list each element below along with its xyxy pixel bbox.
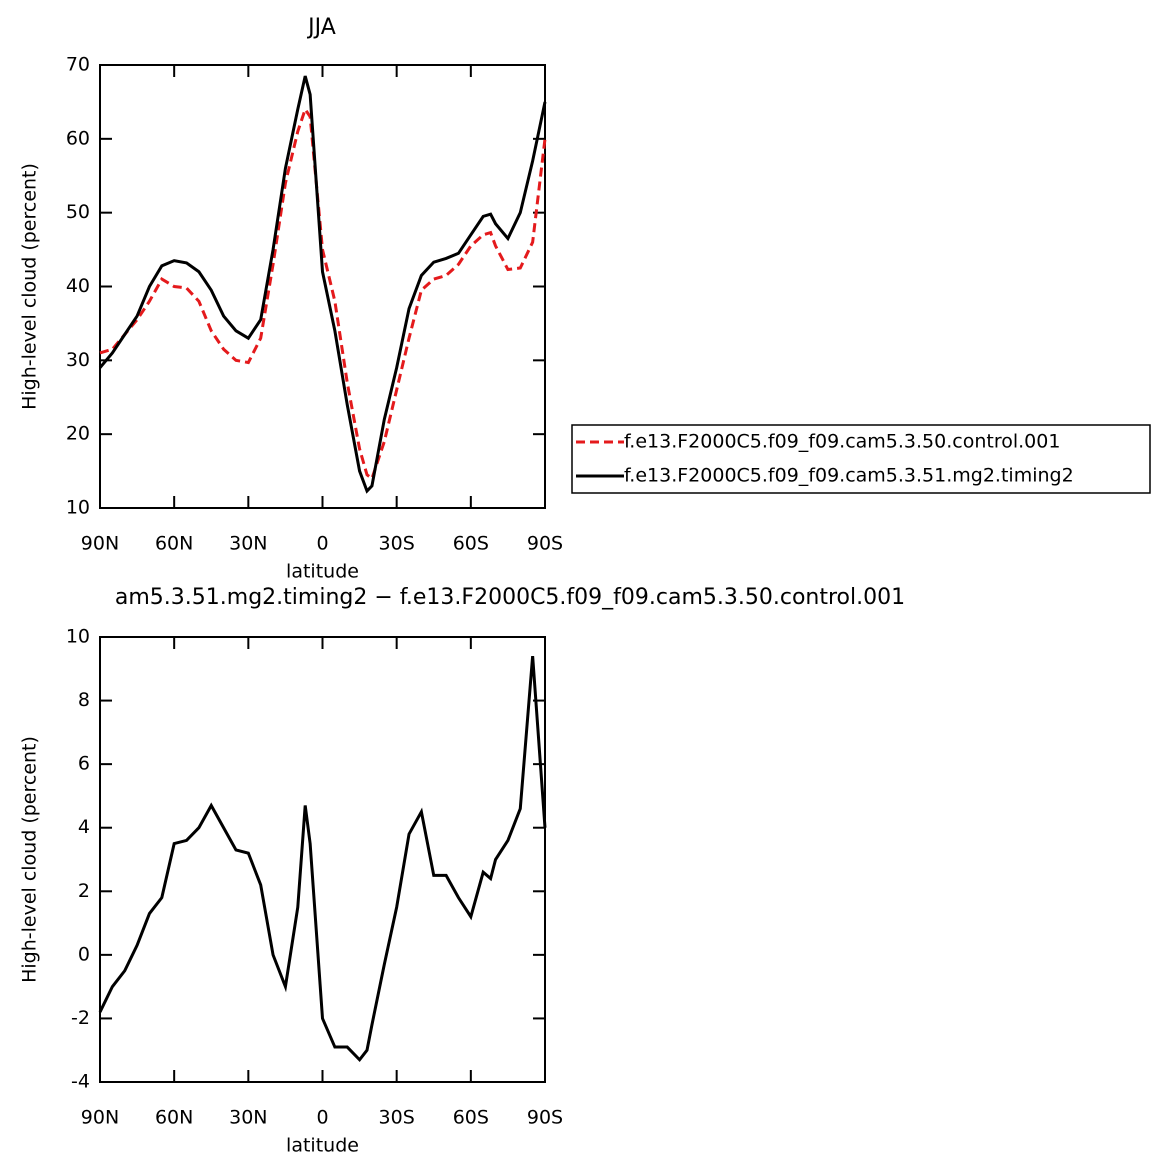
x-tick-label: 30S xyxy=(379,1107,415,1129)
y-tick-label: 0 xyxy=(78,943,90,965)
y-axis-label: High-level cloud (percent) xyxy=(19,163,41,410)
chart-title: JJA xyxy=(306,15,336,40)
y-tick-label: 8 xyxy=(78,689,90,711)
y-tick-label: 20 xyxy=(66,423,90,445)
x-tick-label: 90S xyxy=(527,533,563,555)
x-tick-label: 60N xyxy=(155,533,193,555)
x-tick-label: 60S xyxy=(453,1107,489,1129)
y-tick-label: 60 xyxy=(66,127,90,149)
x-axis-label: latitude xyxy=(286,561,359,583)
x-tick-label: 30S xyxy=(379,533,415,555)
x-tick-label: 90N xyxy=(81,533,119,555)
legend-label: f.e13.F2000C5.f09_f09.cam5.3.51.mg2.timi… xyxy=(624,465,1074,487)
y-tick-label: -4 xyxy=(71,1071,90,1093)
chart-title: am5.3.51.mg2.timing2 − f.e13.F2000C5.f09… xyxy=(115,585,905,610)
legend-box xyxy=(571,424,1151,494)
y-tick-label: 4 xyxy=(78,816,90,838)
legend-label: f.e13.F2000C5.f09_f09.cam5.3.50.control.… xyxy=(624,431,1060,453)
x-tick-label: 30N xyxy=(229,1107,267,1129)
x-tick-label: 0 xyxy=(316,1107,328,1129)
data-line xyxy=(98,75,547,494)
x-tick-label: 90N xyxy=(81,1107,119,1129)
y-tick-label: 2 xyxy=(78,880,90,902)
y-tick-label: 40 xyxy=(66,275,90,297)
y-tick-label: 30 xyxy=(66,349,90,371)
y-tick-label: 10 xyxy=(66,497,90,519)
y-tick-label: 10 xyxy=(66,626,90,648)
x-tick-label: 0 xyxy=(316,533,328,555)
plot-frame xyxy=(99,64,546,509)
y-tick-label: 50 xyxy=(66,201,90,223)
data-line xyxy=(98,655,547,1063)
y-tick-label: 6 xyxy=(78,753,90,775)
x-tick-label: 60S xyxy=(453,533,489,555)
y-tick-label: 70 xyxy=(66,54,90,76)
y-axis-label: High-level cloud (percent) xyxy=(19,736,41,983)
x-axis-label: latitude xyxy=(286,1135,359,1157)
y-tick-label: -2 xyxy=(71,1007,90,1029)
plot-frame xyxy=(99,636,546,1083)
x-tick-label: 90S xyxy=(527,1107,563,1129)
x-tick-label: 30N xyxy=(229,533,267,555)
data-line xyxy=(99,105,547,481)
x-tick-label: 60N xyxy=(155,1107,193,1129)
